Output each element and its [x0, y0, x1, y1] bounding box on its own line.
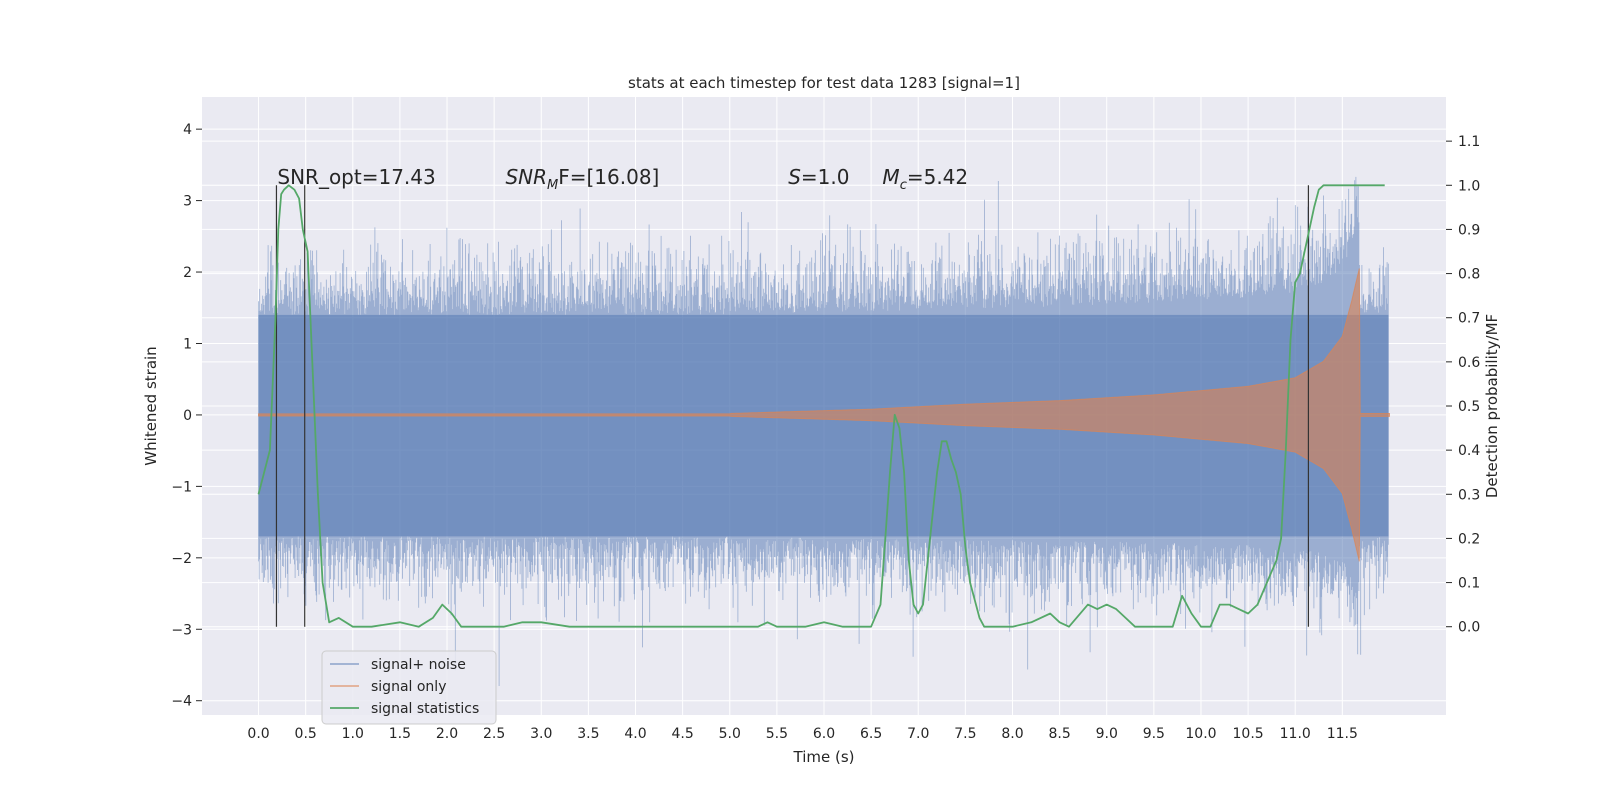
- y-tick-label: 1: [183, 336, 192, 352]
- y-right-tick-label: 1.0: [1458, 178, 1480, 194]
- x-tick-label: 6.5: [860, 726, 882, 742]
- legend-frame: [321, 650, 497, 725]
- x-tick-label: 10.0: [1185, 726, 1216, 742]
- chart-title: stats at each timestep for test data 128…: [628, 74, 1020, 92]
- series-signal-only: [258, 268, 1390, 562]
- x-tick-label: 9.0: [1096, 726, 1118, 742]
- x-tick-label: 1.0: [342, 726, 364, 742]
- legend-label-signal-only: signal only: [371, 679, 446, 695]
- x-tick-label: 3.0: [530, 726, 552, 742]
- y-tick-label: −1: [171, 479, 192, 495]
- vertical-markers: [275, 185, 1310, 627]
- annotation-snr-mf: SNRMF=[16.08]: [505, 165, 659, 193]
- y-right-tick-label: 1.1: [1458, 134, 1480, 150]
- x-tick-label: 11.5: [1327, 726, 1358, 742]
- y-tick-label: 2: [183, 265, 192, 281]
- y-axis-right-label: Detection probability/MF: [1483, 314, 1501, 498]
- y-right-tick-label: 0.6: [1458, 355, 1480, 371]
- y-right-tick-label: 0.5: [1458, 399, 1480, 415]
- legend-label-signal-statistics: signal statistics: [371, 701, 479, 717]
- y-right-tick-label: 0.8: [1458, 267, 1480, 283]
- y-axis-ticks: −4 −3 −2 −1 0 1 2 3 4: [171, 122, 202, 710]
- y-axis-label: Whitened strain: [142, 346, 160, 465]
- y-tick-label: 3: [183, 194, 192, 210]
- x-tick-label: 11.0: [1280, 726, 1311, 742]
- x-axis-label: Time (s): [793, 748, 855, 766]
- annotations: SNR_opt=17.43 SNRMF=[16.08] S=1.0 Mc=5.42: [277, 165, 968, 193]
- x-axis-ticks: 0.0 0.5 1.0 1.5 2.0 2.5 3.0 3.5 4.0 4.5 5.0 5.5 6.0 6…: [247, 726, 1358, 742]
- y-right-tick-label: 0.2: [1458, 531, 1480, 547]
- y-axis-right-ticks: 0.0 0.1 0.2 0.3 0.4 0.5 0.6 0.7 0.8 0.9 1.0 1.1: [1446, 134, 1480, 636]
- chirp-envelope: [258, 268, 1390, 562]
- x-tick-label: 2.5: [483, 726, 505, 742]
- y-right-tick-label: 0.1: [1458, 576, 1480, 592]
- x-tick-label: 5.0: [719, 726, 741, 742]
- y-tick-label: 0: [183, 408, 192, 424]
- x-tick-label: 0.5: [295, 726, 317, 742]
- x-tick-label: 7.5: [954, 726, 976, 742]
- y-tick-label: −4: [171, 694, 192, 710]
- y-right-tick-label: 0.3: [1458, 487, 1480, 503]
- annotation-s-value: S=1.0: [788, 165, 849, 189]
- x-tick-label: 4.5: [672, 726, 694, 742]
- annotation-snr-opt: SNR_opt=17.43: [277, 165, 435, 189]
- x-tick-label: 1.5: [389, 726, 411, 742]
- x-tick-label: 0.0: [247, 726, 269, 742]
- y-tick-label: −2: [171, 551, 192, 567]
- x-tick-label: 4.0: [624, 726, 646, 742]
- legend-label-signal-plus-noise: signal+ noise: [371, 657, 466, 673]
- x-tick-label: 3.5: [577, 726, 599, 742]
- y-right-tick-label: 0.7: [1458, 311, 1480, 327]
- x-tick-label: 8.5: [1048, 726, 1070, 742]
- y-right-tick-label: 0.4: [1458, 443, 1480, 459]
- x-tick-label: 7.0: [907, 726, 929, 742]
- annotation-mc-value: Mc=5.42: [882, 165, 968, 193]
- x-tick-label: 10.5: [1233, 726, 1264, 742]
- y-right-tick-label: 0.9: [1458, 222, 1480, 238]
- signal-statistics-line: [257, 184, 1385, 628]
- x-tick-label: 8.0: [1001, 726, 1023, 742]
- series-signal-statistics: [257, 184, 1385, 628]
- y-tick-label: 4: [183, 122, 192, 138]
- x-tick-label: 6.0: [813, 726, 835, 742]
- legend: signal+ noise signal only signal statist…: [321, 650, 497, 725]
- x-tick-label: 2.0: [436, 726, 458, 742]
- y-right-tick-label: 0.0: [1458, 620, 1480, 636]
- y-tick-label: −3: [171, 622, 192, 638]
- x-tick-label: 5.5: [766, 726, 788, 742]
- x-tick-label: 9.5: [1143, 726, 1165, 742]
